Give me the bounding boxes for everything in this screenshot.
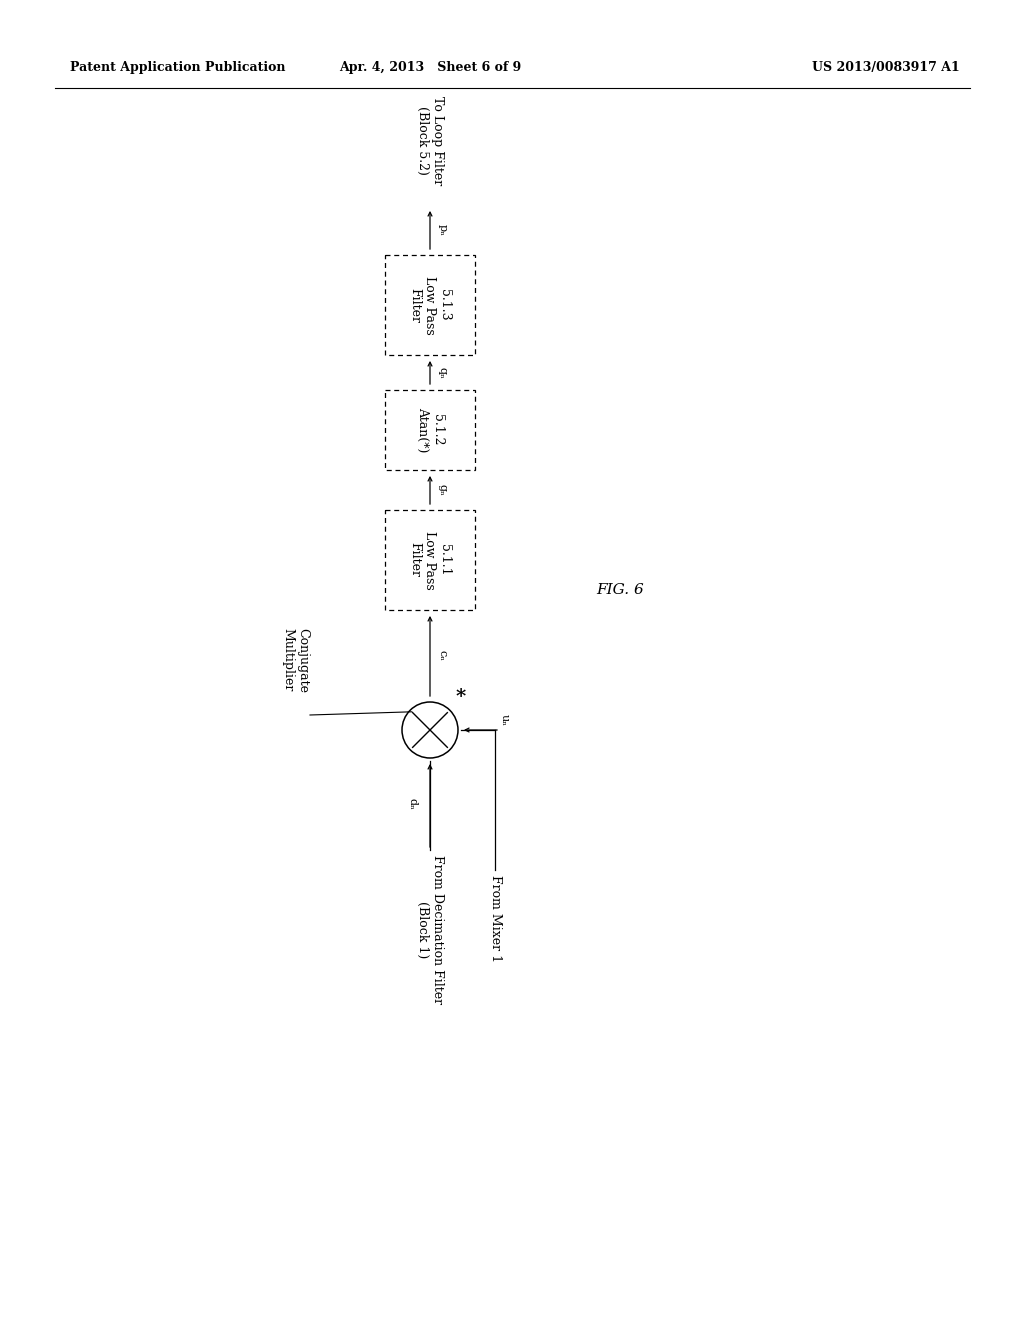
Text: *: * bbox=[456, 688, 466, 706]
Text: 5.1.3
Low Pass
Filter: 5.1.3 Low Pass Filter bbox=[409, 276, 452, 334]
Text: uₙ: uₙ bbox=[500, 714, 510, 726]
Text: qₙ: qₙ bbox=[438, 367, 449, 379]
Text: gₙ: gₙ bbox=[438, 484, 449, 496]
Bar bbox=[385, 389, 475, 470]
Bar bbox=[385, 510, 475, 610]
Text: Conjugate
Multiplier: Conjugate Multiplier bbox=[281, 627, 309, 693]
Text: Patent Application Publication: Patent Application Publication bbox=[70, 62, 286, 74]
Text: pₙ: pₙ bbox=[438, 224, 449, 236]
Text: US 2013/0083917 A1: US 2013/0083917 A1 bbox=[812, 62, 961, 74]
Text: FIG. 6: FIG. 6 bbox=[596, 583, 644, 597]
Text: dₙ: dₙ bbox=[408, 799, 418, 810]
Text: To Loop Filter
(Block 5.2): To Loop Filter (Block 5.2) bbox=[416, 96, 444, 185]
Text: 5.1.1
Low Pass
Filter: 5.1.1 Low Pass Filter bbox=[409, 531, 452, 589]
Text: From Mixer 1: From Mixer 1 bbox=[488, 875, 502, 962]
Bar bbox=[385, 255, 475, 355]
Text: From Decimation Filter
(Block 1): From Decimation Filter (Block 1) bbox=[416, 855, 444, 1005]
Text: Apr. 4, 2013   Sheet 6 of 9: Apr. 4, 2013 Sheet 6 of 9 bbox=[339, 62, 521, 74]
Text: cₙ: cₙ bbox=[438, 651, 449, 661]
Text: 5.1.2
Atan(*): 5.1.2 Atan(*) bbox=[416, 408, 444, 453]
